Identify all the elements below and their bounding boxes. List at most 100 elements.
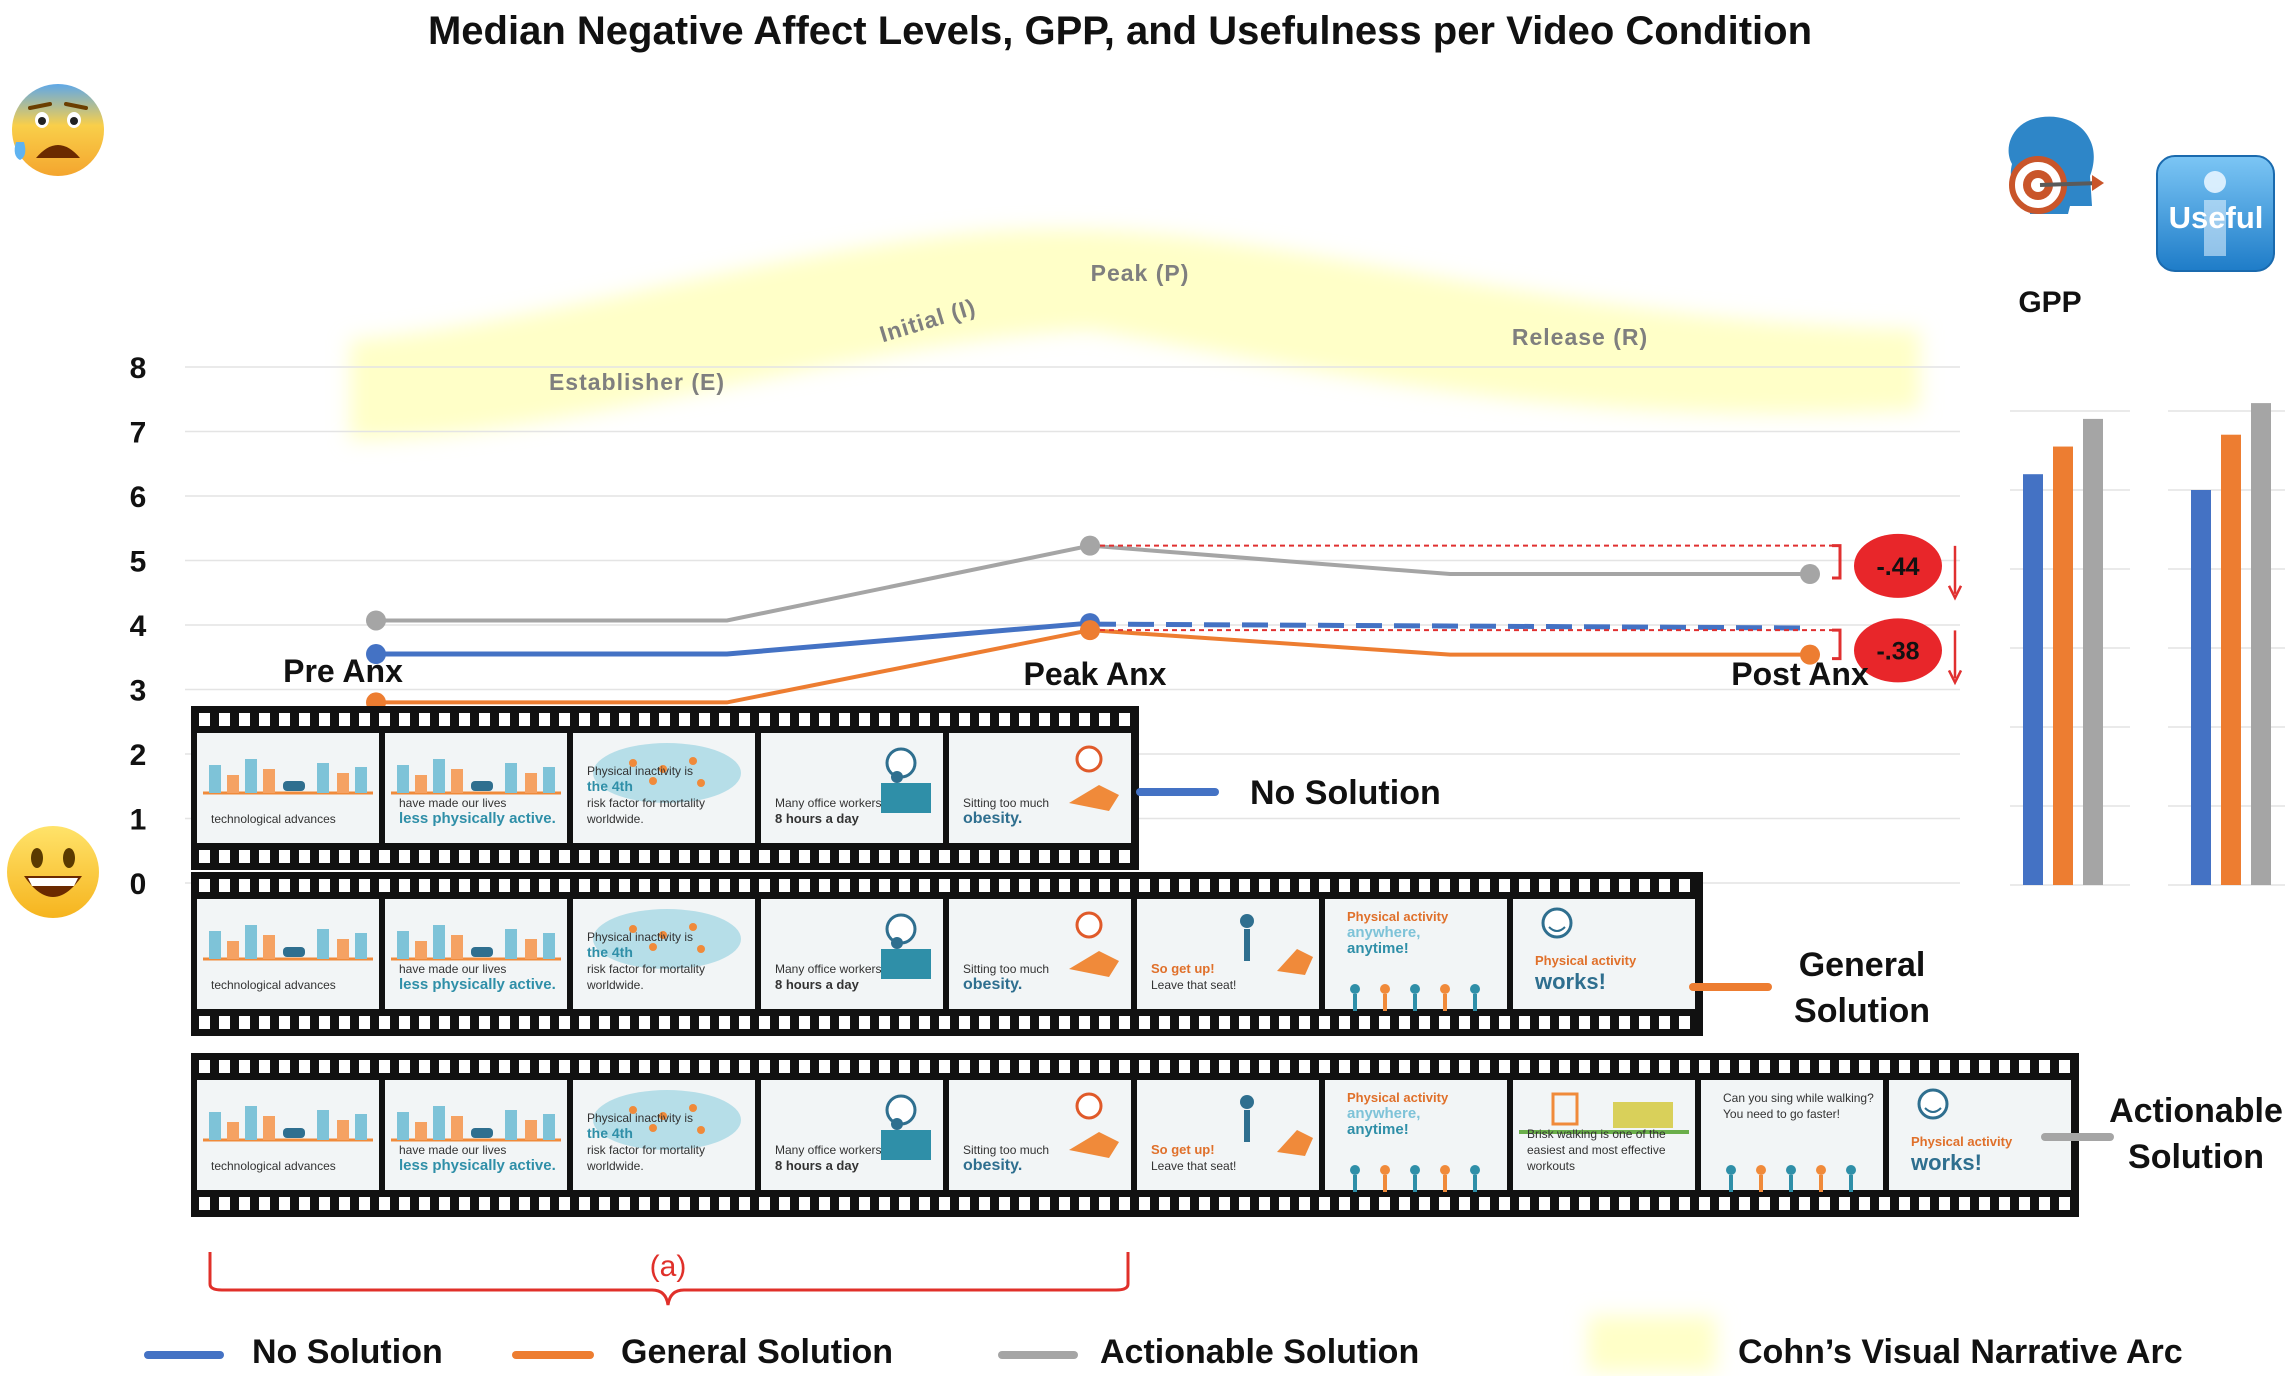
film-hole-bottom-69 (1579, 1197, 1590, 1210)
film-hole-top-48 (1159, 879, 1170, 892)
film-hole-top-16 (519, 713, 530, 726)
frame-map-dot-4 (697, 1126, 705, 1134)
film-hole-bottom-44 (1079, 1016, 1090, 1029)
film-hole-top-20 (599, 1060, 610, 1073)
film-hole-top-65 (1499, 1060, 1510, 1073)
film-hole-top-66 (1519, 879, 1530, 892)
frame-building-6 (543, 767, 555, 793)
film-hole-top-67 (1539, 1060, 1550, 1073)
film-hole-bottom-58 (1359, 1016, 1370, 1029)
frame-walker-head-3 (1440, 1165, 1450, 1175)
film-hole-top-14 (479, 713, 490, 726)
film-hole-bottom-34 (879, 1197, 890, 1210)
film-frame-text-1-1-0: have made our lives (399, 962, 506, 976)
film-hole-top-11 (419, 1060, 430, 1073)
film-frame-text-2-0-0: technological advances (211, 1159, 336, 1173)
film-hole-top-1 (219, 1060, 230, 1073)
film-hole-top-17 (539, 1060, 550, 1073)
film-frame-text-0-3-1: 8 hours a day (775, 811, 860, 826)
film-frame-2-7: Brisk walking is one of the easiest and m… (1513, 1080, 1695, 1190)
film-hole-bottom-79 (1779, 1197, 1790, 1210)
film-bracket (208, 1252, 1130, 1306)
film-frame-bg (1137, 899, 1319, 1009)
film-hole-top-26 (719, 879, 730, 892)
frame-building-2 (433, 759, 445, 793)
frame-building-5 (525, 773, 537, 793)
film-hole-bottom-85 (1899, 1197, 1910, 1210)
film-frame-text-0-1-1: less physically active. (399, 810, 556, 827)
film-hole-top-42 (1039, 713, 1050, 726)
film-hole-top-27 (739, 879, 750, 892)
film-hole-bottom-48 (1159, 1197, 1170, 1210)
arc-phase-release: Release (R) (1512, 324, 1648, 350)
film-hole-top-8 (359, 879, 370, 892)
film-hole-bottom-88 (1959, 1197, 1970, 1210)
film-frame-text-2-6-1: anywhere, (1347, 1105, 1420, 1122)
film-hole-top-12 (439, 713, 450, 726)
film-hole-top-84 (1879, 1060, 1890, 1073)
film-hole-bottom-30 (799, 1197, 810, 1210)
film-hole-top-12 (439, 879, 450, 892)
film-hole-top-16 (519, 879, 530, 892)
film-hole-bottom-46 (1119, 850, 1130, 863)
film-frame-text-1-0-0: technological advances (211, 978, 336, 992)
film-hole-bottom-43 (1059, 1016, 1070, 1029)
frame-building-3 (263, 935, 275, 959)
film-hole-top-45 (1099, 1060, 1110, 1073)
film-hole-top-52 (1239, 879, 1250, 892)
film-hole-bottom-11 (419, 1197, 430, 1210)
film-hole-bottom-5 (299, 1016, 310, 1029)
y-tick-label-1: 1 (130, 804, 147, 837)
film-hole-top-19 (579, 879, 590, 892)
film-hole-top-74 (1679, 1060, 1690, 1073)
film-frame-text-2-9-0: Physical activity (1911, 1134, 2013, 1149)
film-hole-bottom-15 (499, 1197, 510, 1210)
film-hole-top-37 (939, 713, 950, 726)
strip-legend-label-2-1: Solution (2128, 1138, 2264, 1176)
frame-smiley (1541, 907, 1573, 939)
frame-building-2 (433, 1106, 445, 1140)
film-frame-text-2-1-1: less physically active. (399, 1157, 556, 1174)
film-hole-top-64 (1479, 879, 1490, 892)
film-hole-bottom-80 (1799, 1197, 1810, 1210)
y-tick-label-8: 8 (130, 352, 147, 385)
film-hole-top-85 (1899, 1060, 1910, 1073)
film-hole-bottom-16 (519, 850, 530, 863)
anxious-face-emoji (12, 84, 104, 176)
film-hole-top-38 (959, 1060, 970, 1073)
film-hole-top-55 (1299, 1060, 1310, 1073)
film-hole-top-27 (739, 1060, 750, 1073)
film-hole-top-45 (1099, 713, 1110, 726)
film-hole-bottom-5 (299, 1197, 310, 1210)
diff-label-1: -.38 (1876, 637, 1919, 665)
film-hole-bottom-77 (1739, 1197, 1750, 1210)
film-hole-bottom-38 (959, 1197, 970, 1210)
film-hole-bottom-57 (1339, 1197, 1350, 1210)
frame-seat (1277, 1130, 1313, 1156)
film-hole-top-64 (1479, 1060, 1490, 1073)
film-hole-top-17 (539, 713, 550, 726)
film-hole-top-21 (619, 713, 630, 726)
frame-map-dot-1 (659, 765, 667, 773)
film-hole-bottom-20 (599, 1197, 610, 1210)
narrative-arc-band (350, 229, 1920, 440)
film-frame-text-0-4-0: Sitting too much (963, 796, 1049, 810)
frame-chair (1069, 1132, 1119, 1158)
frame-walker-head-1 (1380, 1165, 1390, 1175)
frame-building-0 (209, 931, 221, 959)
film-hole-bottom-34 (879, 1016, 890, 1029)
frame-map-dot-2 (689, 757, 697, 765)
film-hole-bottom-11 (419, 850, 430, 863)
frame-building-1 (227, 775, 239, 793)
film-hole-bottom-7 (339, 1016, 350, 1029)
film-hole-bottom-15 (499, 1016, 510, 1029)
legend-label-1: General Solution (621, 1333, 893, 1371)
film-hole-top-37 (939, 879, 950, 892)
film-hole-bottom-31 (819, 850, 830, 863)
film-hole-bottom-29 (779, 1016, 790, 1029)
